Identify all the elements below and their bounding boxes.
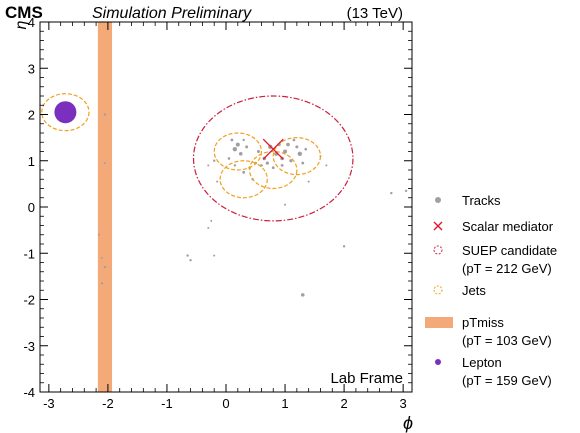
track-point (300, 293, 305, 297)
x-tick-label: 2 (340, 396, 347, 411)
cms-label: CMS (5, 3, 43, 22)
legend-swatch-met (425, 317, 453, 328)
track-point (212, 159, 216, 162)
track-point (404, 189, 408, 193)
legend-entry-detail: (pT = 212 GeV) (462, 261, 552, 276)
track-point (101, 256, 103, 259)
y-tick-label: -4 (23, 385, 35, 400)
legend: Tracks Scalar mediator SUEP candidate (pT =… (425, 193, 557, 388)
track-point (292, 138, 296, 142)
legend-swatch-tracks (435, 197, 441, 203)
track-point (233, 164, 237, 167)
track-point (242, 170, 246, 174)
track-point (284, 203, 287, 206)
y-tick-label: 1 (28, 154, 35, 169)
track-point (280, 163, 284, 167)
track-point (242, 138, 245, 142)
track-point (286, 142, 290, 147)
legend-entry-detail: (pT = 159 GeV) (462, 373, 552, 388)
legend-entry-label: pTmiss (462, 315, 504, 330)
track-point (271, 166, 275, 170)
track-point (103, 162, 106, 165)
plot-area (39, 21, 413, 393)
lepton-marker (54, 101, 77, 124)
track-point (301, 161, 305, 165)
track-point (325, 164, 328, 167)
track-point (103, 113, 107, 116)
y-tick-label: 3 (28, 61, 35, 76)
x-axis-label: ϕ (403, 413, 413, 433)
track-point (307, 180, 310, 183)
legend-entry-label: Scalar mediator (462, 219, 554, 234)
track-point (342, 245, 346, 248)
y-axis-label: η (13, 20, 30, 29)
track-point (100, 282, 104, 285)
y-axis: -4 -3 -2 -1 0 1 2 3 4 (23, 15, 412, 400)
y-tick-label: -2 (23, 293, 35, 308)
x-tick-label: -2 (102, 396, 114, 411)
y-tick-label: -3 (23, 339, 35, 354)
x-axis: -3 -2 -1 0 1 2 3 (43, 22, 407, 411)
plot-frame (39, 21, 413, 393)
met-band (97, 22, 113, 392)
jet-ring (41, 93, 90, 132)
track-point (283, 149, 288, 154)
y-tick-label: 4 (28, 15, 35, 30)
figure-subtitle: Simulation Preliminary (92, 5, 252, 22)
track-point (390, 191, 393, 195)
track-point (232, 146, 238, 152)
track-point (295, 145, 299, 149)
track-point (213, 254, 216, 257)
track-point (235, 142, 240, 147)
track-point (186, 254, 189, 257)
y-tick-label: 2 (28, 108, 35, 123)
track-point (103, 265, 107, 269)
track-point (207, 164, 210, 167)
energy-label: (13 TeV) (347, 5, 403, 22)
mediator-marker (262, 138, 284, 160)
legend-swatch-mediator (433, 221, 443, 231)
legend-swatch-lepton (435, 359, 441, 365)
track-point (265, 161, 269, 165)
legend-swatch-suep (433, 245, 443, 255)
jet-ring (213, 132, 263, 171)
track-point (230, 138, 234, 142)
legend-entry-label: SUEP candidate (462, 243, 557, 258)
legend-entry-label: Jets (462, 283, 486, 298)
jet-ring (219, 160, 268, 199)
track-point (216, 180, 219, 183)
y-tick-label: 0 (28, 200, 35, 215)
legend-entry-label: Lepton (462, 355, 502, 370)
x-tick-label: -1 (161, 396, 173, 411)
track-point (297, 151, 303, 157)
track-point (207, 226, 210, 229)
track-point (189, 258, 192, 262)
lab-frame-annotation: Lab Frame (330, 370, 403, 387)
track-point (210, 219, 213, 222)
track-point (289, 159, 293, 163)
legend-entry-label: Tracks (462, 193, 501, 208)
x-tick-label: 0 (222, 396, 229, 411)
track-point (304, 147, 308, 151)
track-point (256, 150, 260, 153)
x-tick-label: 1 (281, 396, 288, 411)
x-tick-label: 3 (400, 396, 407, 411)
track-point (245, 145, 249, 149)
jet-ring (249, 150, 298, 190)
track-point (227, 157, 231, 160)
x-tick-label: -3 (43, 396, 55, 411)
track-point (98, 233, 101, 236)
y-tick-label: -1 (23, 246, 35, 261)
jet-ring (272, 137, 322, 176)
legend-entry-detail: (pT = 103 GeV) (462, 333, 552, 348)
legend-swatch-jets (433, 285, 443, 295)
track-point (238, 152, 243, 156)
suep-candidate-ring (192, 95, 354, 222)
